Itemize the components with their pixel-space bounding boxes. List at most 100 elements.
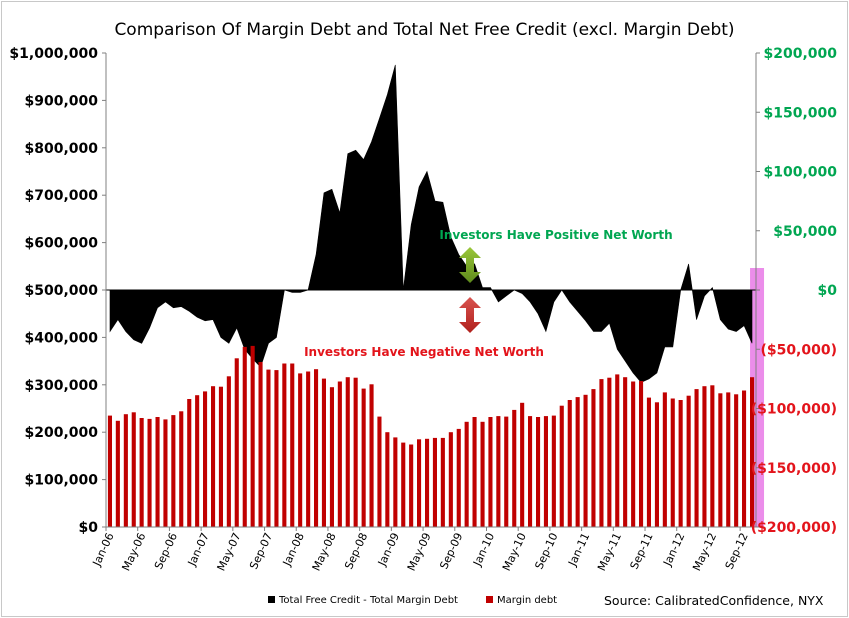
x-tick-label: May-10: [500, 531, 529, 573]
bar: [472, 417, 477, 527]
bar: [171, 415, 176, 527]
bar: [226, 376, 231, 527]
bar: [654, 402, 659, 527]
bar: [417, 439, 422, 527]
bar: [337, 381, 342, 527]
x-tick-label: Sep-12: [723, 531, 751, 572]
right-tick-label: ($200,000): [751, 520, 837, 536]
bar: [353, 377, 358, 527]
bar: [512, 409, 517, 527]
x-tick-label: May-06: [120, 531, 149, 573]
bar: [218, 386, 223, 527]
x-tick-label: May-11: [595, 531, 624, 573]
bar: [599, 379, 604, 527]
left-tick-label: $100,000: [24, 473, 98, 489]
bar: [298, 373, 303, 527]
right-tick-label: $50,000: [773, 224, 837, 240]
bar: [575, 397, 580, 527]
x-tick-label: Sep-07: [247, 531, 275, 572]
bar: [321, 378, 326, 527]
left-tick-label: $300,000: [24, 378, 98, 394]
bar: [314, 369, 319, 527]
bar: [750, 377, 755, 527]
bar: [377, 416, 382, 527]
annotation-positive: Investors Have Positive Net Worth: [439, 228, 672, 242]
bar: [401, 442, 406, 527]
x-tick-label: Sep-10: [532, 531, 560, 572]
legend-swatch-net-credit: [268, 596, 275, 603]
x-tick-label: Jan-12: [660, 531, 687, 569]
left-tick-label: $700,000: [24, 188, 98, 204]
bar: [187, 399, 192, 527]
bar: [282, 363, 287, 527]
bar: [536, 417, 541, 527]
bar: [607, 377, 612, 527]
bar: [686, 395, 691, 527]
x-tick-label: Sep-09: [437, 531, 465, 572]
x-tick-label: Jan-09: [375, 531, 402, 569]
left-tick-label: $600,000: [24, 236, 98, 252]
bar: [718, 393, 723, 527]
left-tick-label: $400,000: [24, 330, 98, 346]
bar: [591, 389, 596, 527]
bar: [123, 414, 128, 527]
net-credit-area: [109, 64, 753, 383]
bar: [274, 370, 279, 527]
bar: [543, 416, 548, 527]
bar: [179, 411, 184, 527]
bar: [726, 392, 731, 527]
bar: [393, 437, 398, 527]
negative-arrow-icon: [459, 297, 481, 333]
bar: [242, 346, 247, 527]
right-tick-label: ($150,000): [751, 461, 837, 477]
x-tick-label: Sep-11: [628, 531, 656, 572]
right-tick-label: ($50,000): [760, 342, 837, 358]
x-tick-label: Sep-06: [152, 531, 180, 572]
x-tick-label: Jan-08: [280, 531, 307, 569]
bar: [329, 387, 334, 527]
bar: [734, 394, 739, 527]
legend-label-net-credit: Total Free Credit - Total Margin Debt: [278, 595, 458, 606]
bar: [195, 395, 200, 527]
axes: [102, 52, 760, 531]
bar: [559, 405, 564, 527]
bar: [615, 374, 620, 527]
right-tick-label: $100,000: [763, 165, 837, 181]
bar: [107, 415, 112, 527]
left-tick-label: $800,000: [24, 141, 98, 157]
x-tick-label: Jan-11: [565, 531, 592, 569]
legend-swatch-margin-debt: [486, 596, 493, 603]
bar: [425, 438, 430, 527]
bar: [464, 421, 469, 527]
bar: [361, 388, 366, 527]
x-tick-label: Sep-08: [342, 531, 370, 572]
bar: [678, 400, 683, 527]
bar: [234, 358, 239, 527]
bar: [694, 389, 699, 527]
bar: [456, 428, 461, 527]
x-tick-label: May-12: [690, 531, 719, 573]
right-tick-label: $0: [818, 283, 838, 299]
x-tick-label: Jan-10: [470, 531, 497, 569]
bar: [163, 419, 168, 527]
left-tick-label: $200,000: [24, 425, 98, 441]
bar: [631, 381, 636, 527]
x-tick-label: May-07: [215, 531, 244, 573]
bar: [345, 377, 350, 527]
bar: [369, 384, 374, 527]
right-tick-label: ($100,000): [751, 402, 837, 418]
bar: [290, 363, 295, 527]
bar: [258, 362, 263, 527]
bar: [551, 415, 556, 527]
bar: [702, 386, 707, 527]
annotation-negative: Investors Have Negative Net Worth: [304, 345, 544, 359]
bar: [250, 345, 255, 527]
x-tick-label: May-08: [310, 531, 339, 573]
bar: [662, 392, 667, 527]
positive-arrow-icon: [459, 247, 481, 283]
bar: [155, 417, 160, 527]
bar: [115, 420, 120, 527]
bar: [211, 386, 216, 527]
bar: [203, 391, 208, 527]
